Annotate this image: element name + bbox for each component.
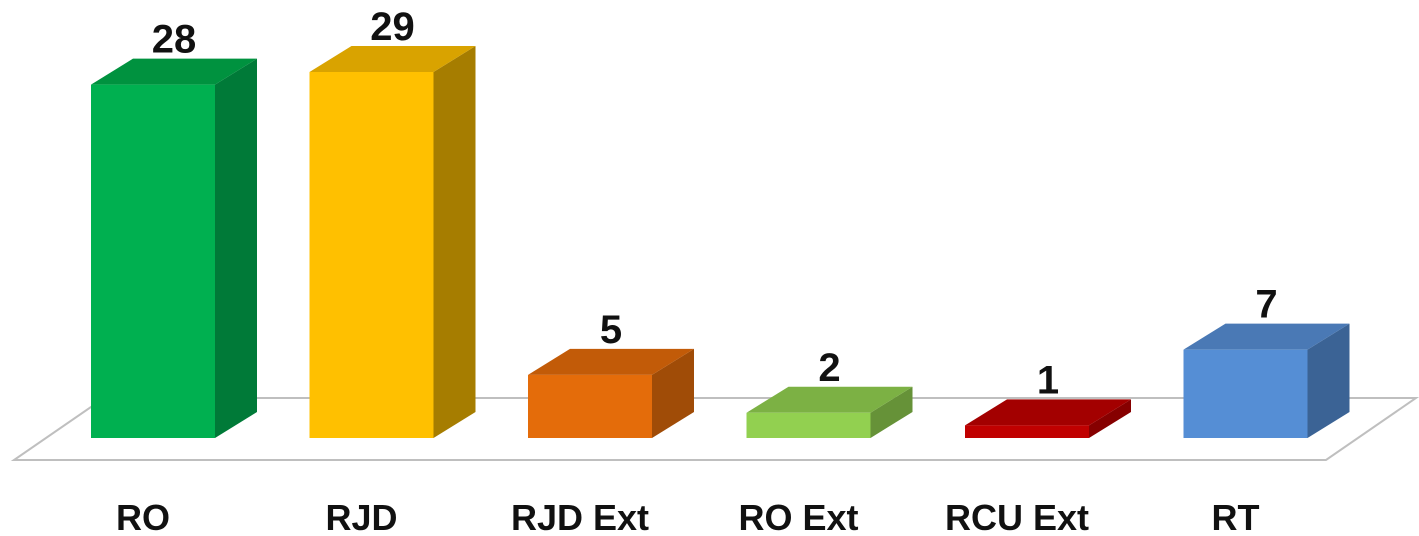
x-tick-label: RJD Ext: [511, 497, 649, 536]
x-tick-label: RO: [116, 497, 170, 536]
bar-rt: [1183, 323, 1350, 438]
data-label: 29: [370, 5, 415, 49]
x-tick-label: RT: [1212, 497, 1260, 536]
bar-side-face: [215, 58, 257, 438]
bar-front-face: [91, 84, 215, 438]
bar-rcu-ext: [965, 399, 1131, 438]
bar-ro: [91, 58, 257, 438]
x-tick-label: RO Ext: [738, 497, 858, 536]
chart-bars-layer: [91, 46, 1350, 438]
data-label: 2: [818, 346, 840, 390]
data-label: 1: [1037, 358, 1059, 402]
data-label: 28: [152, 18, 197, 62]
bar-side-face: [1089, 399, 1131, 438]
data-label: 5: [600, 308, 622, 352]
data-label: 7: [1255, 283, 1277, 327]
bar-ro-ext: [746, 386, 913, 438]
bar-side-face: [433, 46, 476, 438]
x-tick-label: RCU Ext: [945, 497, 1089, 536]
chart-labels-layer: 28 RO 29 RJD 5 RJD Ext 2 RO Ext 1 RCU Ext 7 RT: [116, 5, 1278, 536]
bar-side-face: [870, 386, 913, 438]
bar-front-face: [309, 72, 434, 438]
bar-side-face: [652, 348, 694, 438]
bar-side-face: [1307, 323, 1350, 438]
x-tick-label: RJD: [325, 497, 397, 536]
bar-top-face: [91, 58, 257, 85]
bar-top-face: [528, 348, 694, 375]
bar-top-face: [1183, 323, 1350, 350]
bar-top-face: [965, 399, 1131, 426]
bar-top-face: [309, 46, 476, 72]
bar-rjd: [309, 46, 476, 438]
bar-front-face: [746, 412, 871, 438]
bar-front-face: [1183, 349, 1308, 438]
bar-top-face: [746, 386, 913, 413]
bar-front-face: [965, 425, 1089, 438]
bar-rjd-ext: [528, 348, 694, 438]
bar-front-face: [528, 374, 652, 438]
